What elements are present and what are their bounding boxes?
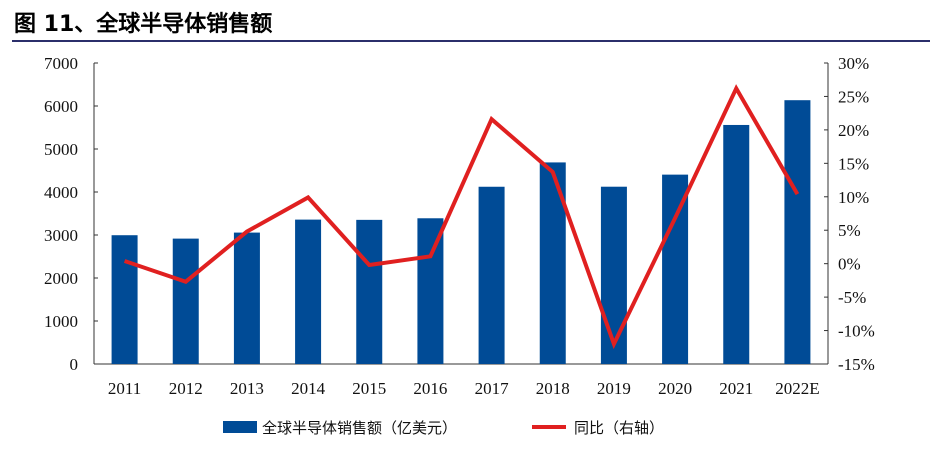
x-tick-label: 2022E [775, 379, 819, 398]
legend-bar-swatch [223, 421, 257, 433]
right-tick-label: -10% [838, 322, 875, 341]
yoy-line [123, 84, 800, 350]
bar-2012 [172, 238, 199, 364]
bar-2019 [600, 186, 627, 364]
x-tick-label: 2011 [108, 379, 141, 398]
right-tick-label: -5% [838, 288, 866, 307]
bar-2021 [723, 124, 750, 364]
x-tick-label: 2012 [169, 379, 203, 398]
x-tick-label: 2020 [658, 379, 692, 398]
x-tick-label: 2021 [719, 379, 753, 398]
right-tick-label: 20% [838, 121, 869, 140]
right-tick-label: 25% [838, 87, 869, 106]
bar-2016 [417, 218, 444, 364]
bar-2013 [233, 232, 260, 364]
title-divider [12, 40, 930, 42]
bar-2020 [662, 174, 689, 364]
right-tick-label: 10% [838, 188, 869, 207]
x-tick-label: 2013 [230, 379, 264, 398]
left-tick-label: 0 [70, 355, 79, 374]
x-tick-label: 2018 [536, 379, 570, 398]
x-tick-label: 2019 [597, 379, 631, 398]
x-tick-label: 2017 [475, 379, 510, 398]
right-tick-label: 30% [838, 54, 869, 73]
left-tick-label: 7000 [44, 54, 78, 73]
legend-bar-label: 全球半导体销售额（亿美元） [262, 419, 457, 437]
left-tick-label: 5000 [44, 140, 78, 159]
left-tick-label: 2000 [44, 269, 78, 288]
bar-2014 [295, 219, 322, 364]
left-tick-label: 1000 [44, 312, 78, 331]
bar-2011 [111, 235, 138, 364]
right-tick-label: 0% [838, 255, 861, 274]
bar-2015 [356, 219, 383, 364]
legend-line-label: 同比（右轴） [574, 419, 664, 437]
x-tick-label: 2014 [291, 379, 326, 398]
bar-2017 [478, 186, 505, 364]
x-tick-label: 2015 [352, 379, 386, 398]
right-tick-label: 15% [838, 154, 869, 173]
right-tick-label: 5% [838, 221, 861, 240]
x-tick-label: 2016 [413, 379, 447, 398]
right-tick-label: -15% [838, 355, 875, 374]
left-tick-label: 6000 [44, 97, 78, 116]
figure-title: 图 11、全球半导体销售额 [14, 12, 273, 37]
left-tick-label: 4000 [44, 183, 78, 202]
bar-2022E [784, 100, 811, 364]
left-tick-label: 3000 [44, 226, 78, 245]
